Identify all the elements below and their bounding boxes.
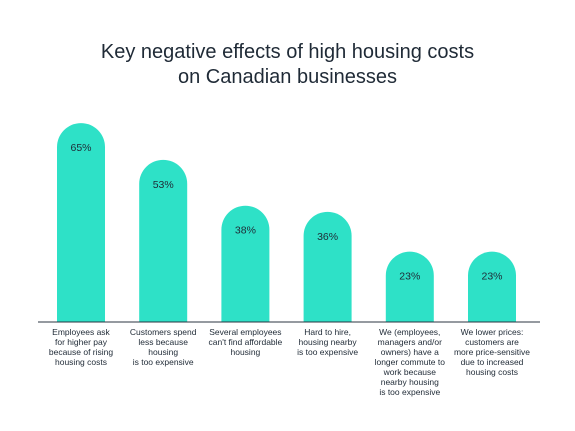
bar-2 xyxy=(139,159,188,322)
value-label-3: 38% xyxy=(235,225,256,237)
chart-title-line-2: on Canadian businesses xyxy=(177,66,398,88)
category-label-6: We lower prices: customers are more pric… xyxy=(453,327,531,377)
category-label-1: Employees ask for higher pay because of … xyxy=(48,327,114,367)
value-label-6: 23% xyxy=(481,271,502,283)
bar-5 xyxy=(385,251,434,322)
value-label-5: 23% xyxy=(399,271,420,283)
value-label-2: 53% xyxy=(153,179,174,191)
chart-title: Key negative effects of high housing cos… xyxy=(0,40,575,90)
category-label-4: Hard to hire, housing nearby is too expe… xyxy=(297,327,359,357)
value-label-4: 36% xyxy=(317,231,338,243)
category-label-2: Customers spend less because housing is … xyxy=(129,327,197,367)
chart-title-line-1: Key negative effects of high housing cos… xyxy=(100,41,475,63)
category-label-5: We (employees, managers and/or owners) h… xyxy=(374,327,445,397)
bar-6 xyxy=(468,251,516,322)
category-label-3: Several employees can't find affordable … xyxy=(208,327,283,357)
bar-3 xyxy=(221,205,270,322)
bars xyxy=(57,123,516,322)
bar-4 xyxy=(303,211,352,322)
value-labels: 65% 53% 38% 36% 23% 23% xyxy=(70,142,502,283)
bar-1 xyxy=(57,123,105,322)
value-label-1: 65% xyxy=(70,142,91,154)
